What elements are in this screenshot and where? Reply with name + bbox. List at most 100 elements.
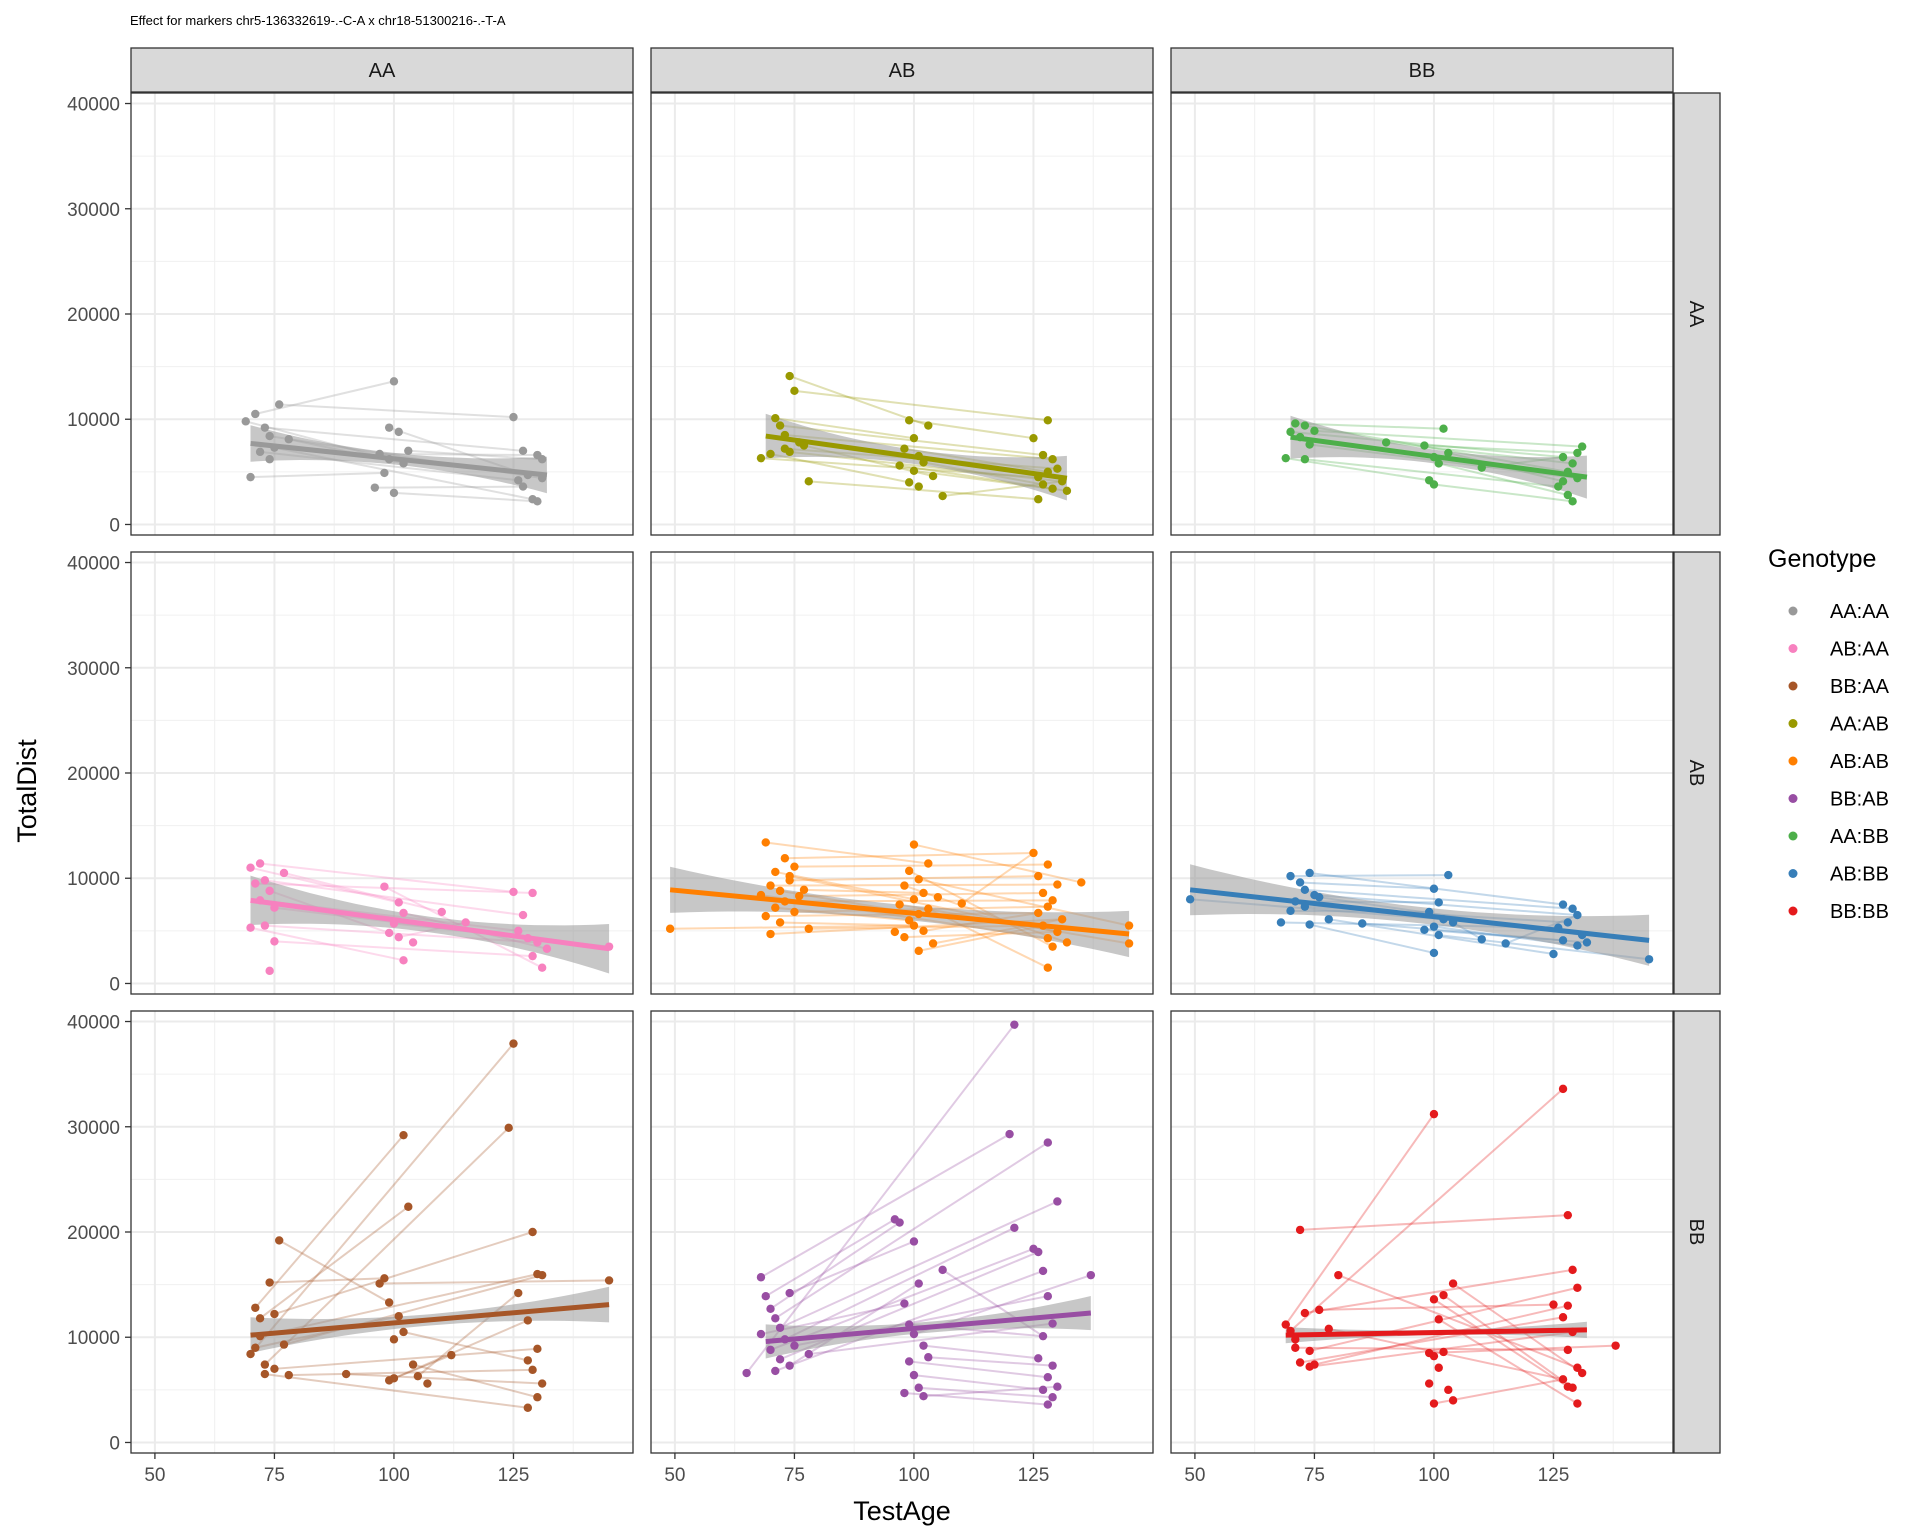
data-point xyxy=(399,459,408,468)
data-point xyxy=(533,497,542,506)
data-point xyxy=(461,918,470,927)
data-point xyxy=(895,900,904,909)
y-tick-label: 30000 xyxy=(67,1118,120,1139)
trajectory-line xyxy=(1304,1268,1573,1315)
trajectory-line xyxy=(1442,1294,1574,1389)
data-point xyxy=(1549,1300,1558,1309)
x-axis-title: TestAge xyxy=(853,1496,951,1526)
panel-grid: AA AB BB AA AB BB 0 10000 20000 30000 40000 0 10000 2… xyxy=(67,47,1721,1486)
data-point xyxy=(1429,480,1439,489)
data-point xyxy=(275,400,284,409)
data-point xyxy=(1043,902,1053,911)
data-point xyxy=(265,966,274,976)
trajectory-line xyxy=(760,1133,1011,1279)
trajectory-line xyxy=(1314,894,1578,917)
data-point xyxy=(533,938,542,947)
y-tick-label: 10000 xyxy=(67,1328,120,1349)
data-point xyxy=(384,1298,394,1307)
data-point xyxy=(756,453,766,463)
panel-border xyxy=(650,92,1154,536)
data-point xyxy=(1286,427,1295,437)
x-tick-label: 100 xyxy=(898,1465,930,1486)
data-point xyxy=(255,1314,265,1323)
data-point xyxy=(1038,1266,1048,1276)
data-point xyxy=(938,491,947,501)
trajectory-line xyxy=(961,852,1035,905)
data-point xyxy=(1053,464,1062,473)
data-point xyxy=(518,446,528,456)
trajectory-line xyxy=(274,1231,533,1316)
data-point xyxy=(1295,432,1305,442)
trajectory-line xyxy=(928,1356,1053,1367)
data-point xyxy=(1324,915,1333,924)
trajectory-line xyxy=(780,921,914,927)
fit-line xyxy=(250,1302,610,1338)
data-point xyxy=(514,926,523,936)
x-tick-label: 75 xyxy=(784,1465,805,1486)
trajectory-line xyxy=(1337,1274,1578,1369)
data-point xyxy=(761,838,770,847)
data-point xyxy=(265,431,274,441)
data-point xyxy=(1286,871,1295,881)
trajectory-line xyxy=(789,875,1039,882)
trajectory-line xyxy=(250,866,399,904)
row-strip-bb xyxy=(1673,1010,1721,1454)
trajectory-line xyxy=(784,851,1034,860)
data-point xyxy=(1295,1358,1305,1367)
data-point xyxy=(1048,455,1057,464)
data-point xyxy=(394,1311,403,1321)
data-point xyxy=(1043,1138,1053,1147)
data-point xyxy=(665,924,675,933)
data-point xyxy=(1053,1197,1062,1206)
data-point xyxy=(1029,848,1038,858)
data-point xyxy=(523,470,533,480)
data-point xyxy=(537,1379,547,1388)
data-point xyxy=(775,1355,785,1364)
data-point xyxy=(1424,1379,1434,1388)
data-point xyxy=(1434,1363,1443,1372)
trajectory-line xyxy=(250,926,404,962)
data-point xyxy=(279,1340,289,1349)
data-point xyxy=(914,1383,923,1392)
data-point xyxy=(1568,459,1577,468)
data-point xyxy=(1300,421,1310,430)
column-strip-label: AB xyxy=(889,60,916,82)
y-tick-label: 10000 xyxy=(67,410,120,431)
trajectory-line xyxy=(803,888,924,894)
column-strip-ab xyxy=(650,47,1154,93)
data-point xyxy=(1276,918,1286,927)
data-point xyxy=(1563,1345,1573,1355)
data-point xyxy=(780,1335,790,1344)
fit-line xyxy=(1290,434,1588,480)
data-point xyxy=(260,1360,270,1369)
trajectory-line xyxy=(254,1134,405,1309)
data-point xyxy=(504,1123,513,1133)
data-point xyxy=(790,907,799,917)
data-point xyxy=(1563,490,1573,500)
trajectory-line xyxy=(388,1354,452,1382)
data-point xyxy=(1334,1270,1343,1280)
data-point xyxy=(394,898,403,907)
data-point xyxy=(380,468,389,478)
data-point xyxy=(1558,1313,1568,1322)
trajectory-line xyxy=(374,485,524,489)
row-strip-label: AB xyxy=(1685,760,1707,787)
data-point xyxy=(265,886,274,896)
data-point xyxy=(1563,467,1573,477)
data-point xyxy=(1558,1084,1568,1094)
data-point xyxy=(241,417,250,426)
data-point xyxy=(1582,938,1592,947)
x-tick-label: 75 xyxy=(1304,1465,1325,1486)
data-point xyxy=(919,1341,928,1350)
data-point xyxy=(1429,884,1439,893)
panel-bb-ab xyxy=(650,1010,1154,1454)
data-point xyxy=(518,910,528,920)
legend-key-aa-ab xyxy=(1788,719,1798,728)
trajectory-line xyxy=(1284,1113,1435,1326)
data-point xyxy=(904,1320,914,1329)
data-point xyxy=(408,1360,418,1369)
data-point xyxy=(1048,896,1057,905)
data-point xyxy=(528,1365,537,1375)
data-point xyxy=(1549,949,1558,959)
data-point xyxy=(1429,948,1439,958)
